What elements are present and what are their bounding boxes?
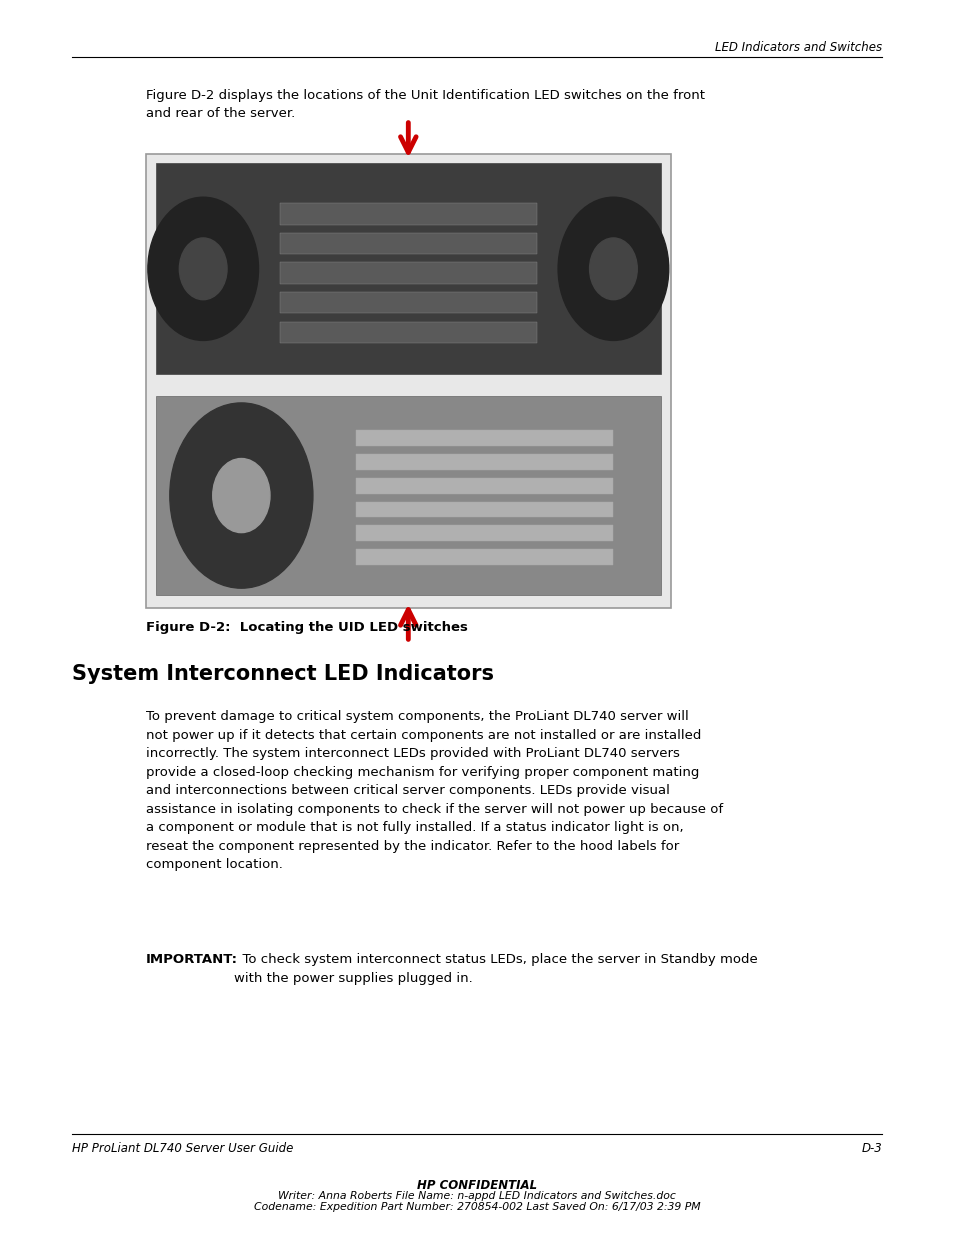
Bar	[355, 550, 613, 566]
Bar	[279, 263, 537, 284]
Bar	[146, 154, 670, 608]
Text: System Interconnect LED Indicators: System Interconnect LED Indicators	[71, 664, 493, 684]
Circle shape	[179, 238, 227, 300]
Text: HP ProLiant DL740 Server User Guide: HP ProLiant DL740 Server User Guide	[71, 1142, 293, 1156]
Text: Figure D-2:  Locating the UID LED switches: Figure D-2: Locating the UID LED switche…	[146, 621, 467, 635]
Circle shape	[170, 403, 313, 588]
Circle shape	[148, 198, 258, 341]
Text: LED Indicators and Switches: LED Indicators and Switches	[715, 41, 882, 54]
Text: IMPORTANT:: IMPORTANT:	[146, 953, 237, 967]
Text: HP CONFIDENTIAL: HP CONFIDENTIAL	[416, 1179, 537, 1193]
Bar	[355, 430, 613, 446]
Bar	[155, 396, 660, 595]
Text: To prevent damage to critical system components, the ProLiant DL740 server will
: To prevent damage to critical system com…	[146, 710, 722, 871]
Bar	[355, 501, 613, 517]
Text: To check system interconnect status LEDs, place the server in Standby mode
with : To check system interconnect status LEDs…	[233, 953, 757, 986]
Circle shape	[589, 238, 637, 300]
Bar	[155, 163, 660, 374]
Bar	[279, 321, 537, 342]
Bar	[279, 204, 537, 225]
Bar	[355, 525, 613, 541]
Bar	[355, 453, 613, 469]
Text: Codename: Expedition Part Number: 270854-002 Last Saved On: 6/17/03 2:39 PM: Codename: Expedition Part Number: 270854…	[253, 1202, 700, 1212]
Circle shape	[213, 458, 270, 532]
Text: D-3: D-3	[861, 1142, 882, 1156]
Circle shape	[558, 198, 668, 341]
Bar	[279, 291, 537, 314]
Text: Writer: Anna Roberts File Name: n-appd LED Indicators and Switches.doc: Writer: Anna Roberts File Name: n-appd L…	[277, 1191, 676, 1200]
Bar	[355, 478, 613, 494]
Text: Figure D-2 displays the locations of the Unit Identification LED switches on the: Figure D-2 displays the locations of the…	[146, 89, 704, 121]
Bar	[279, 233, 537, 254]
